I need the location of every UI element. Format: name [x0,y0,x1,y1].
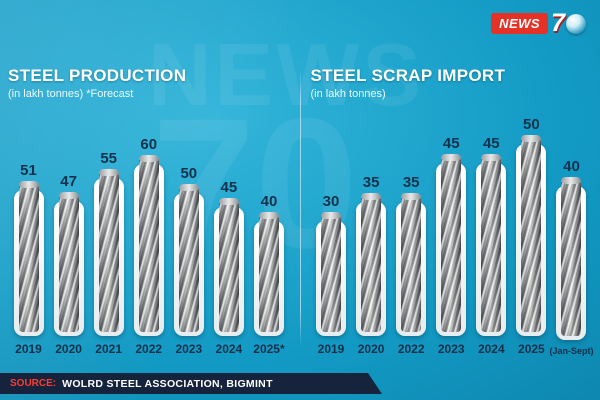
bar-column: 45 2024 [473,135,510,356]
bar-value: 55 [100,150,117,167]
bar-value: 35 [402,174,420,191]
rebar-bar [98,169,119,332]
bar-year-label: 2024 [215,342,243,356]
bar-year-label: 2019 [15,342,42,356]
news-logo-box: NEWS [491,13,549,34]
rebar-bar [178,184,199,332]
bar-value: 45 [482,135,500,152]
globe-icon [566,13,586,34]
bar-card [213,198,244,336]
bar-card [476,154,507,336]
bar-card [13,181,44,336]
bar-column: 51 2019 [10,162,47,356]
charts-row: STEEL PRODUCTION (in lakh tonnes) *Forec… [0,66,600,356]
bar-year-label: 2025 [518,342,545,356]
rebar-bar [361,193,382,332]
bar-column: 60 2022 [130,136,167,356]
rebar-bar [441,154,462,332]
bar-year-label: 2022 [135,342,163,356]
bar-value: 45 [220,179,238,196]
chart-subtitle: (in lakh tonnes) [310,88,386,100]
bar-column: 50 2025 [513,116,550,356]
bar-column: 40 2025* [250,193,287,356]
bar-value: 45 [442,135,460,152]
bar-year-label: 2020 [55,342,82,356]
bar-card [396,193,427,336]
bar-card [316,212,346,336]
bar-year-label: 2023 [437,342,465,356]
bar-card [133,155,164,336]
rebar-bar [561,177,582,336]
bar-column: 55 2021 [90,150,127,356]
bar-value: 30 [322,193,340,210]
rebar-bar [58,192,79,332]
chart-subtitle: (in lakh tonnes) *Forecast [8,88,134,100]
rebar-bar [18,181,39,332]
logo-seven-digit: 7 [551,9,565,37]
rebar-bar [401,193,422,332]
bar-card [253,212,284,336]
rebar-bar [481,154,502,332]
bar-value: 51 [20,162,37,179]
bar-year-label: 2020 [357,342,385,356]
rebar-bar [218,198,239,332]
bar-year-label: 2022 [397,342,425,356]
section-divider [299,70,301,346]
bar-card [173,184,204,336]
bar-card [436,154,467,336]
bar-year-label: 2019 [317,342,345,356]
bar-value: 47 [60,173,77,190]
bar-value: 35 [362,174,380,191]
bar-value: 40 [563,158,580,175]
bar-value: 40 [260,193,278,210]
bar-column: 40 (Jan-Sept) [549,158,593,356]
bar-card [556,177,587,340]
bar-column: 35 2022 [393,174,430,356]
bar-column: 47 2020 [50,173,87,356]
source-label: SOURCE: [10,378,57,389]
bar-value: 50 [180,165,198,182]
rebar-bar [321,212,341,332]
chart-steel-production: STEEL PRODUCTION (in lakh tonnes) *Forec… [0,66,298,356]
bar-year-label: (Jan-Sept) [549,346,594,356]
bar-column: 35 2020 [353,174,390,356]
bar-column: 45 2023 [433,135,470,356]
rebar-bar [138,155,159,332]
bar-column: 50 2023 [170,165,207,356]
chart-title: STEEL PRODUCTION [8,66,187,85]
bar-card [53,192,84,336]
bars-group-scrap-import: 30 2019 35 2020 35 2022 45 2023 45 2024 50 2025 40 (J… [311,100,593,356]
rebar-bar [521,135,542,332]
source-text: WOLRD STEEL ASSOCIATION, BIGMINT [62,377,273,390]
bar-column: 45 2024 [210,179,247,356]
bar-card [516,135,547,336]
bar-card [93,169,124,336]
news7-logo: NEWS 7 [491,9,586,38]
bar-year-label: 2021 [95,342,122,356]
bar-year-label: 2024 [477,342,505,356]
chart-steel-scrap-import: STEEL SCRAP IMPORT (in lakh tonnes) 30 20… [303,66,600,356]
bars-group-production: 51 2019 47 2020 55 2021 60 2022 50 2023 45 2024 40 20… [8,100,290,356]
bar-value: 50 [523,116,540,133]
bar-year-label: 2025* [253,342,285,356]
bar-value: 60 [140,136,158,153]
chart-title: STEEL SCRAP IMPORT [310,66,506,85]
bar-card [356,193,387,336]
source-bar: SOURCE: WOLRD STEEL ASSOCIATION, BIGMINT [0,373,382,394]
bar-column: 30 2019 [313,193,350,356]
rebar-bar [258,212,279,332]
bar-year-label: 2023 [175,342,203,356]
